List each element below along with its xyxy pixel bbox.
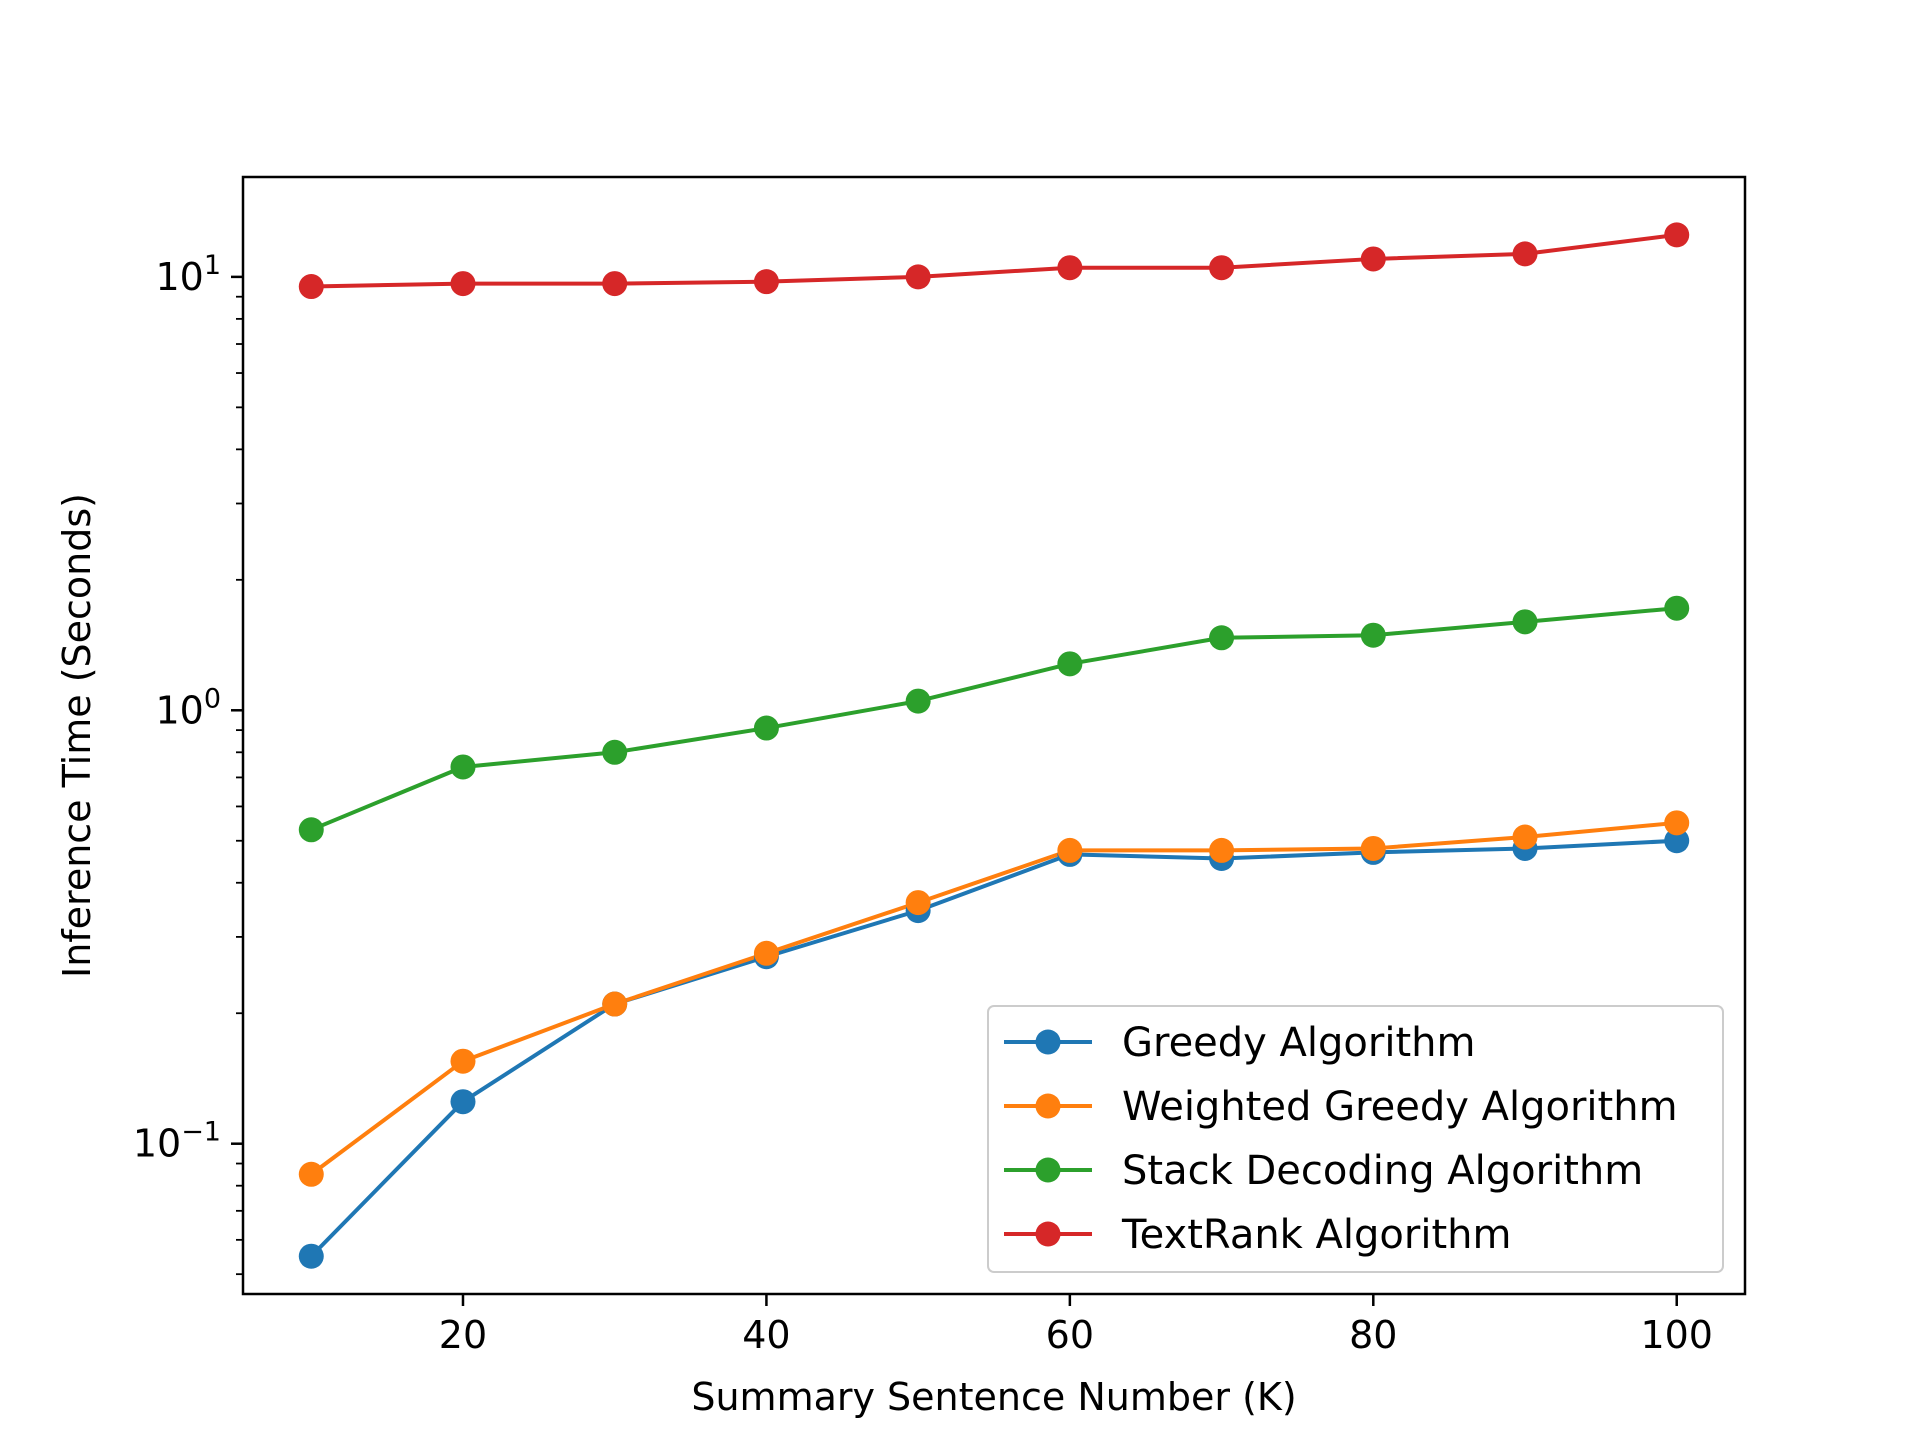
- data-point: [602, 991, 628, 1017]
- data-point: [1664, 222, 1690, 248]
- y-tick-exponent: −1: [181, 1117, 221, 1148]
- y-tick-label: 101: [155, 250, 221, 299]
- data-point: [450, 1089, 476, 1115]
- data-point: [1360, 622, 1386, 648]
- legend-label: Greedy Algorithm: [1122, 1020, 1475, 1066]
- legend-marker: [1035, 1029, 1061, 1055]
- data-point: [602, 739, 628, 765]
- y-tick-base: 10: [133, 1122, 181, 1166]
- y-tick-label: 100: [155, 683, 221, 732]
- x-tick-label: 80: [1349, 1313, 1397, 1357]
- data-point: [1512, 609, 1538, 635]
- data-point: [905, 264, 931, 290]
- y-axis-label: Inference Time (Seconds): [55, 493, 99, 978]
- data-point: [1209, 837, 1235, 863]
- data-point: [450, 1048, 476, 1074]
- data-point: [1664, 810, 1690, 836]
- data-point: [1360, 835, 1386, 861]
- legend-label: Stack Decoding Algorithm: [1122, 1148, 1643, 1194]
- y-tick-label: 10−1: [133, 1117, 221, 1166]
- y-tick-exponent: 0: [204, 683, 221, 714]
- legend-marker: [1035, 1157, 1061, 1183]
- legend-label: TextRank Algorithm: [1121, 1212, 1511, 1258]
- legend-marker: [1035, 1221, 1061, 1247]
- data-point: [1664, 828, 1690, 854]
- legend-label: Weighted Greedy Algorithm: [1122, 1084, 1678, 1130]
- data-point: [1057, 837, 1083, 863]
- data-point: [905, 890, 931, 916]
- legend-item: TextRank Algorithm: [1004, 1212, 1511, 1258]
- data-point: [753, 715, 779, 741]
- y-tick-exponent: 1: [204, 250, 221, 281]
- series-line: [310, 606, 1677, 832]
- data-point: [298, 1243, 324, 1269]
- data-point: [1209, 255, 1235, 281]
- series-line: [310, 820, 1677, 1176]
- data-point: [753, 940, 779, 966]
- legend-item: Greedy Algorithm: [1004, 1020, 1475, 1066]
- x-tick-label: 20: [439, 1313, 487, 1357]
- legend-box: [987, 1005, 1724, 1273]
- data-point: [1512, 241, 1538, 267]
- plot-frame: [241, 175, 1747, 1296]
- data-point: [450, 754, 476, 780]
- legend: Greedy Algorithm Weighted Greedy Algorith…: [987, 1005, 1724, 1273]
- legend-item: Weighted Greedy Algorithm: [1004, 1084, 1678, 1130]
- data-point: [1360, 246, 1386, 272]
- legend-item: Stack Decoding Algorithm: [1004, 1148, 1643, 1194]
- series-markers: [298, 222, 1690, 1269]
- data-point: [298, 1161, 324, 1187]
- data-point: [1209, 625, 1235, 651]
- x-tick-label: 60: [1046, 1313, 1094, 1357]
- series-lines: [309, 232, 1677, 1258]
- data-point: [1057, 255, 1083, 281]
- legend-marker: [1035, 1093, 1061, 1119]
- data-point: [298, 274, 324, 300]
- data-point: [1512, 824, 1538, 850]
- x-tick-label: 100: [1640, 1313, 1713, 1357]
- y-tick-base: 10: [155, 688, 203, 732]
- data-point: [1057, 651, 1083, 677]
- y-tick-base: 10: [155, 255, 203, 299]
- series-line: [311, 232, 1677, 289]
- series-line: [309, 838, 1677, 1258]
- data-point: [905, 688, 931, 714]
- data-point: [602, 271, 628, 297]
- x-tick-label: 40: [742, 1313, 790, 1357]
- data-point: [1664, 595, 1690, 621]
- x-axis: 20 40 60 80 100: [439, 1294, 1713, 1357]
- data-point: [298, 817, 324, 843]
- data-point: [753, 269, 779, 295]
- x-axis-label: Summary Sentence Number (K): [691, 1375, 1296, 1419]
- data-point: [450, 271, 476, 297]
